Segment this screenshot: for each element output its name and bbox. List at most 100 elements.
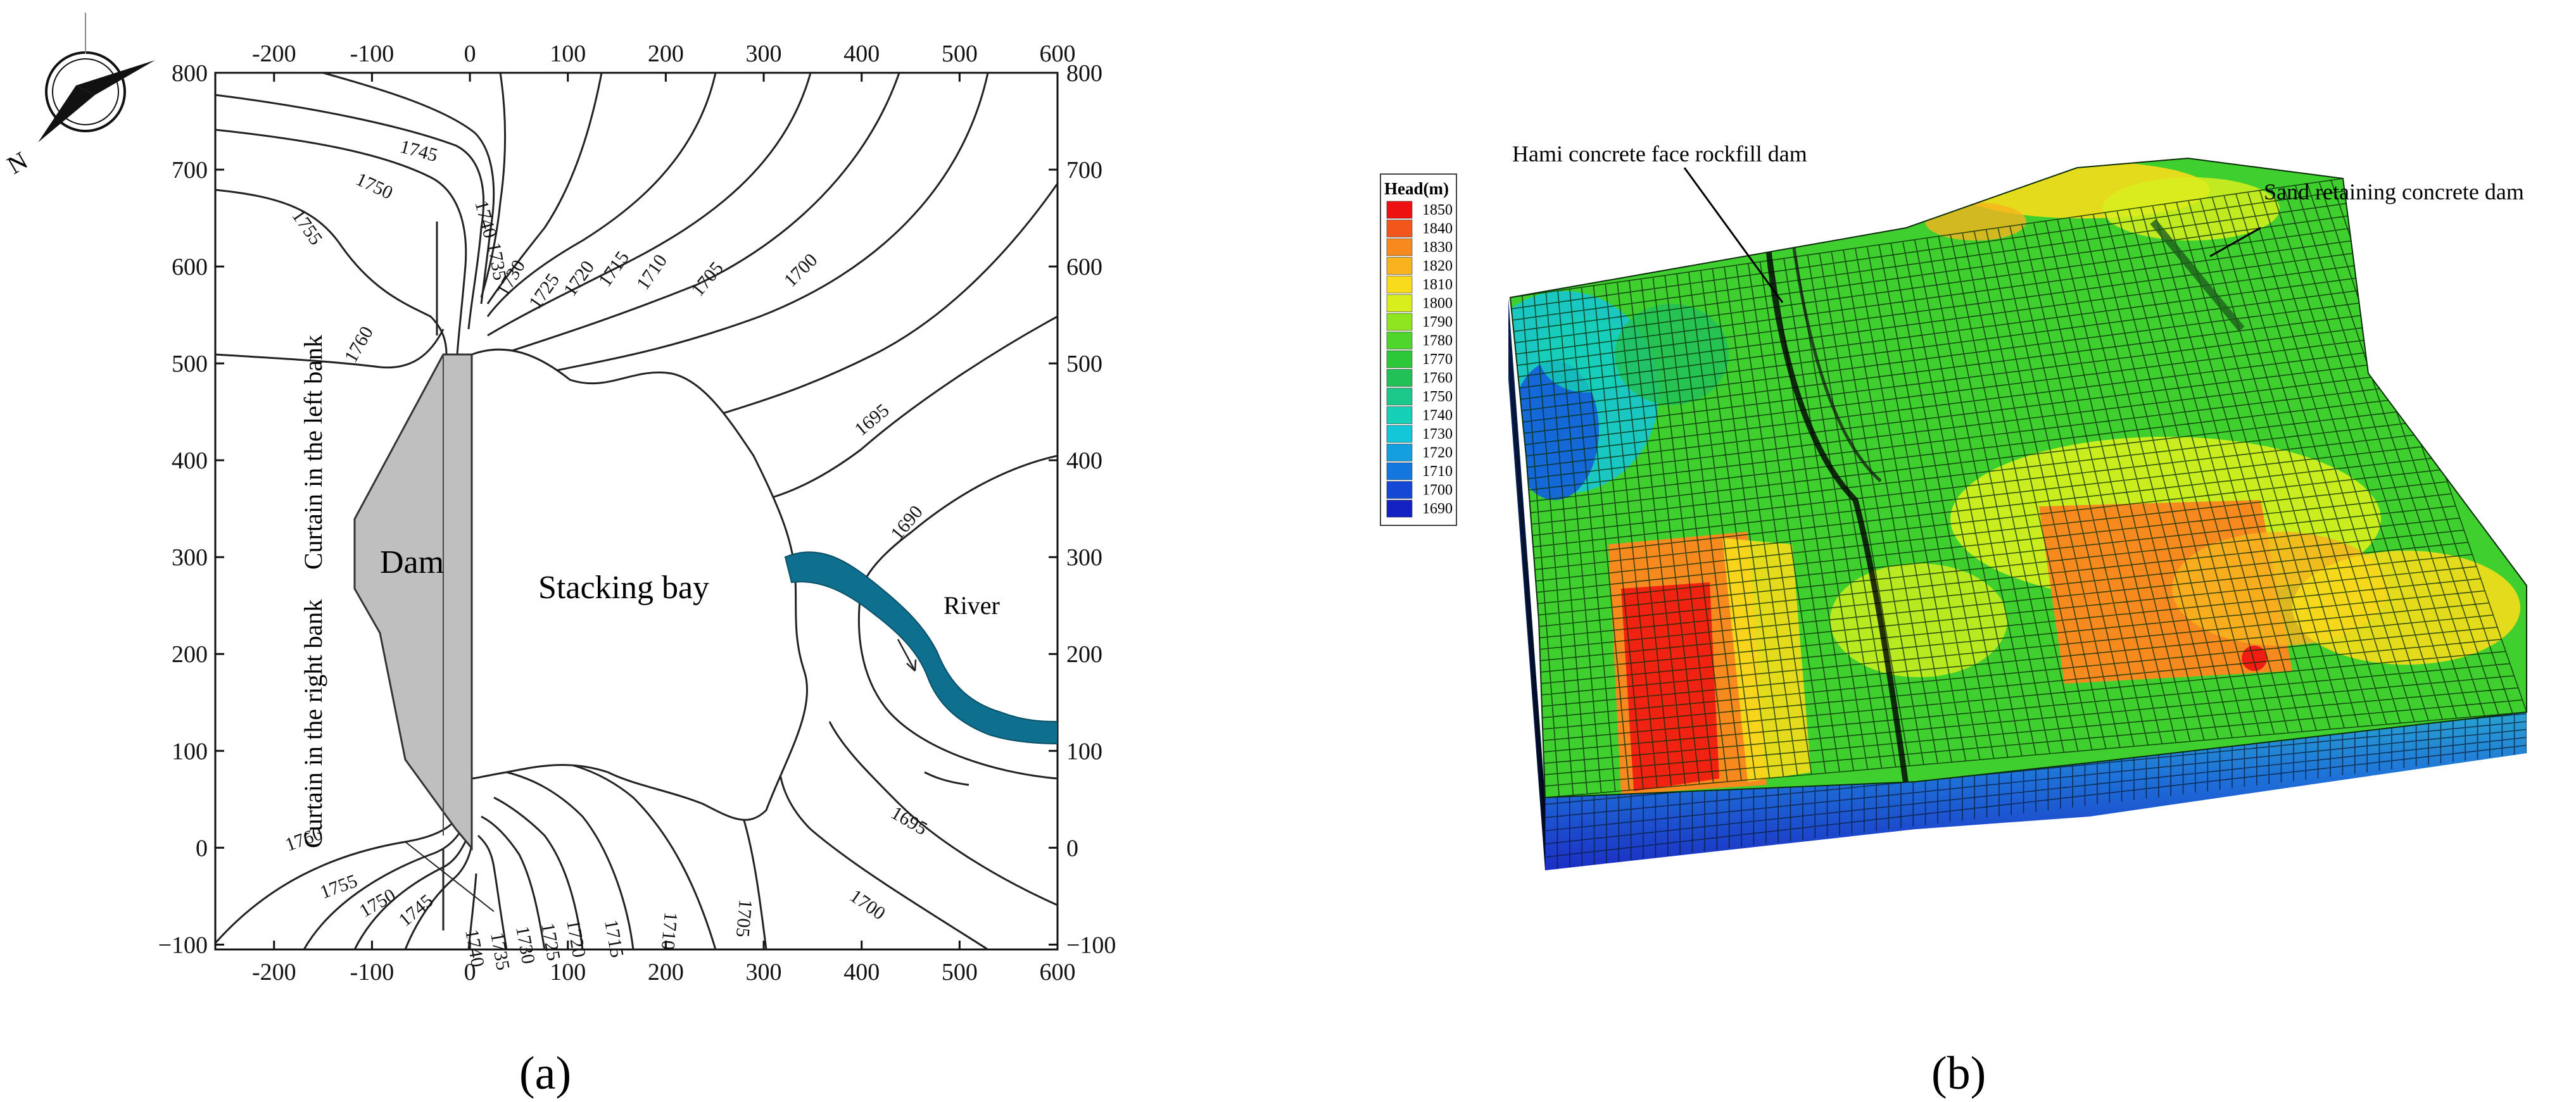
y-tick-label-right: −100 xyxy=(1066,932,1116,958)
legend-swatch xyxy=(1386,406,1413,424)
model-top-surface xyxy=(1509,157,2527,799)
north-label: N xyxy=(3,146,33,179)
contour-label: 1705 xyxy=(732,898,756,938)
x-tick-label-bottom: 500 xyxy=(942,959,978,986)
y-tick-label-right: 200 xyxy=(1066,641,1102,668)
legend-value: 1850 xyxy=(1422,202,1453,218)
y-tick-label-right: 400 xyxy=(1066,448,1102,474)
legend-swatch xyxy=(1386,294,1413,312)
stacking-bay-outline xyxy=(471,348,808,821)
legend-swatch xyxy=(1386,444,1413,461)
head-legend: Head(m) 1850 1840 1830 1820 1810 1800 1790 1780… xyxy=(1380,173,1457,526)
y-tick-label-left: 100 xyxy=(172,738,208,765)
legend-swatch xyxy=(1386,481,1413,499)
legend-swatch xyxy=(1386,462,1413,480)
legend-value: 1800 xyxy=(1422,296,1453,312)
legend-title: Head(m) xyxy=(1384,179,1449,198)
legend-value: 1760 xyxy=(1422,370,1453,387)
y-tick-label-left: 700 xyxy=(172,157,208,184)
legend-value: 1840 xyxy=(1422,221,1453,237)
legend-value: 1750 xyxy=(1422,389,1453,405)
y-tick-label-right: 800 xyxy=(1066,60,1102,87)
stacking-bay-label: Stacking bay xyxy=(538,570,709,606)
x-tick-label-bottom: 400 xyxy=(843,959,880,986)
y-tick-label-left: 500 xyxy=(172,351,208,377)
panel-b-label: (b) xyxy=(1931,1048,1986,1099)
y-tick-label-left: 400 xyxy=(172,448,208,474)
y-axis-right: 800 700 600 500 400 300 200 100 0 −100 xyxy=(1049,60,1116,958)
legend-value: 1710 xyxy=(1422,463,1453,480)
dam-label: Dam xyxy=(380,544,444,580)
legend-swatch xyxy=(1386,313,1413,331)
legend-value: 1730 xyxy=(1422,426,1453,442)
legend-swatch xyxy=(1386,201,1413,219)
y-tick-label-right: 700 xyxy=(1066,157,1102,184)
x-tick-label-top: 500 xyxy=(942,41,978,67)
legend-value: 1770 xyxy=(1422,351,1453,368)
river-channel xyxy=(784,551,1058,745)
panel-a-label: (a) xyxy=(519,1048,571,1099)
left-curtain-label: Curtain in the left bank xyxy=(299,335,327,570)
x-tick-label-top: 300 xyxy=(746,41,782,67)
legend-swatch xyxy=(1386,220,1413,237)
y-tick-label-right: 100 xyxy=(1066,738,1102,765)
legend-value: 1700 xyxy=(1422,482,1453,499)
contour-lines-upper xyxy=(215,73,1058,589)
legend-value: 1720 xyxy=(1422,445,1453,461)
y-tick-label-right: 300 xyxy=(1066,544,1102,571)
head-distribution-panel: Head(m) 1850 1840 1830 1820 1810 1800 1790 1780… xyxy=(1380,141,2527,1099)
legend-swatch xyxy=(1386,350,1413,368)
legend-value: 1820 xyxy=(1422,258,1453,275)
y-axis-left: 800 700 600 500 400 300 200 100 0 −100 xyxy=(158,60,224,958)
y-tick-label-left: 300 xyxy=(172,544,208,571)
legend-swatch xyxy=(1386,369,1413,387)
x-tick-label-bottom: 600 xyxy=(1040,959,1076,986)
x-tick-label-bottom: 100 xyxy=(550,959,586,986)
annotation-leader-right xyxy=(2209,227,2261,258)
legend-swatch xyxy=(1386,275,1413,294)
legend-swatch xyxy=(1386,499,1413,518)
legend-swatch xyxy=(1386,387,1413,406)
flow-direction-arrow xyxy=(897,639,916,672)
y-tick-label-left: −100 xyxy=(158,932,208,958)
x-tick-label-top: 600 xyxy=(1040,41,1076,67)
y-tick-label-left: 800 xyxy=(172,60,208,87)
annotation-sand-retaining-dam: Sand retaining concrete dam xyxy=(2264,179,2524,204)
annotation-leader-left xyxy=(1683,167,1784,303)
dam-polygon xyxy=(353,353,473,851)
legend-value: 1740 xyxy=(1422,408,1453,424)
x-tick-label-top: 100 xyxy=(550,41,586,67)
x-tick-label-top: -200 xyxy=(252,41,296,67)
y-tick-label-right: 500 xyxy=(1066,351,1102,377)
right-curtain-label: Curtain in the right bank xyxy=(299,599,327,848)
legend-value: 1790 xyxy=(1422,314,1453,330)
x-axis-top: -200 -100 0 100 200 300 400 500 600 xyxy=(252,41,1076,82)
legend-swatch xyxy=(1386,425,1413,443)
legend-swatch xyxy=(1386,332,1413,349)
y-tick-label-right: 0 xyxy=(1066,835,1078,861)
x-tick-label-top: 200 xyxy=(648,41,684,67)
x-tick-label-top: 400 xyxy=(843,41,880,67)
x-tick-label-bottom: 0 xyxy=(464,959,476,986)
x-tick-label-bottom: 200 xyxy=(648,959,684,986)
x-tick-label-bottom: -100 xyxy=(350,959,395,986)
annotation-face-rockfill-dam: Hami concrete face rockfill dam xyxy=(1512,141,1807,166)
x-tick-label-bottom: -200 xyxy=(252,959,296,986)
legend-value: 1830 xyxy=(1422,239,1453,256)
y-tick-label-right: 600 xyxy=(1066,254,1102,280)
north-arrow-icon: N xyxy=(3,13,155,180)
legend-value: 1780 xyxy=(1422,333,1453,349)
y-tick-label-left: 0 xyxy=(196,835,208,861)
x-tick-label-top: 0 xyxy=(464,41,476,67)
river-label: River xyxy=(944,591,1000,620)
legend-value: 1690 xyxy=(1422,501,1453,517)
legend-swatch xyxy=(1386,238,1413,256)
legend-value: 1810 xyxy=(1422,277,1453,293)
x-axis-bottom: -200 -100 0 100 200 300 400 500 600 xyxy=(252,941,1076,986)
x-tick-label-top: -100 xyxy=(350,41,395,67)
contour-label: 1710 xyxy=(657,911,681,951)
contour-lines-lower xyxy=(215,588,1058,949)
y-tick-label-left: 600 xyxy=(172,254,208,280)
contour-map-panel: -200 -100 0 100 200 300 400 500 600 -200 -100 0 100… xyxy=(3,13,1116,1099)
x-tick-label-bottom: 300 xyxy=(746,959,782,986)
